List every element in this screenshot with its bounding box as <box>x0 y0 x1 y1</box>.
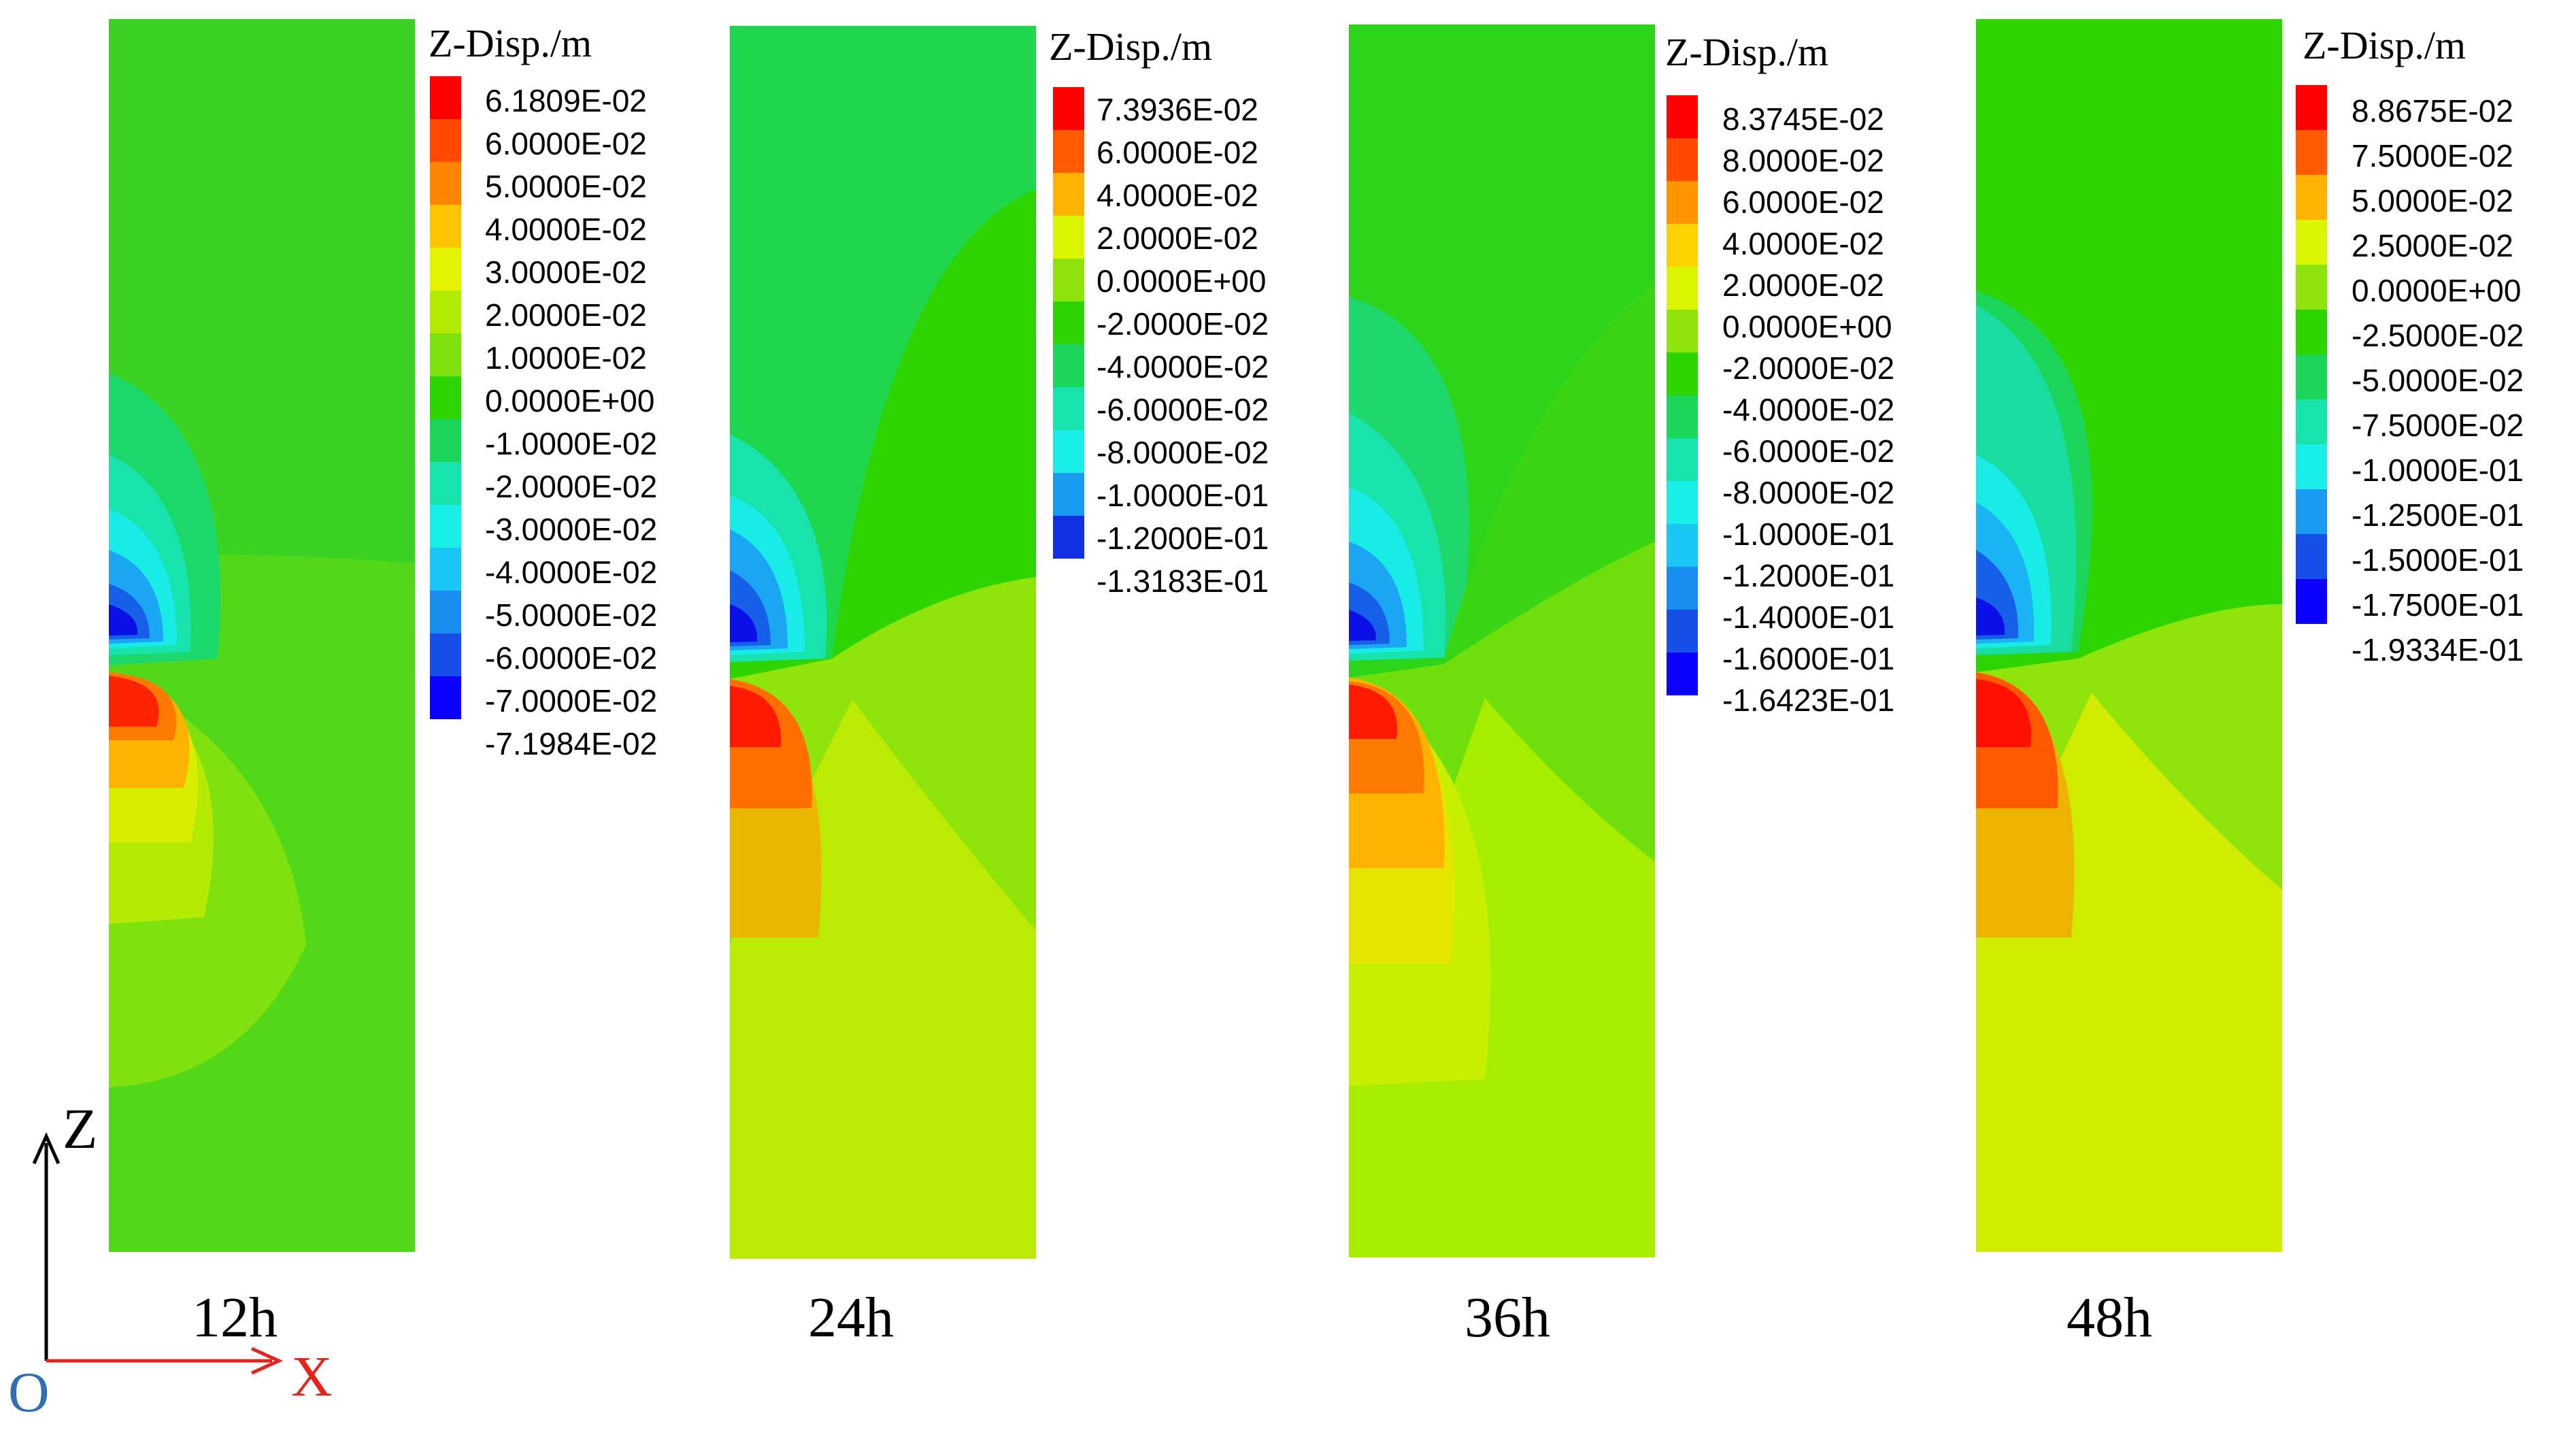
z-axis-label: Z <box>63 1098 98 1161</box>
contour-plot-36h <box>1349 24 1655 1257</box>
time-label: 12h <box>192 1286 278 1349</box>
axes-arrows <box>32 1132 284 1375</box>
legend-colorbar <box>2296 85 2327 624</box>
legend-value: -5.0000E-02 <box>2352 363 2524 398</box>
legend-value: 7.3936E-02 <box>1097 92 1258 127</box>
origin-label: O <box>8 1361 50 1424</box>
legend-value: -7.5000E-02 <box>2352 408 2524 443</box>
legend-value: 2.5000E-02 <box>2352 228 2513 263</box>
legend-value: -8.0000E-02 <box>1097 435 1269 470</box>
contour-plot-48h <box>1976 19 2282 1252</box>
legend-value: 2.0000E-02 <box>485 297 647 333</box>
legend-value: -2.0000E-02 <box>1097 306 1269 342</box>
time-label: 24h <box>808 1286 894 1349</box>
legend-value: 0.0000E+00 <box>485 383 655 418</box>
panel-24h: Z-Disp./m 7.3936E-02 6.0000E-02 4.0000E-… <box>619 0 1269 1432</box>
legend-value: -1.0000E-02 <box>485 426 658 461</box>
contour-plot-24h <box>730 26 1036 1259</box>
contour-plot-12h <box>109 19 415 1252</box>
legend-value: 8.0000E-02 <box>1722 143 1884 178</box>
legend-value: -5.0000E-02 <box>485 597 658 633</box>
legend-value: -4.0000E-02 <box>485 555 658 590</box>
legend-value: 6.1809E-02 <box>485 83 647 118</box>
legend-colorbar <box>1667 95 1698 695</box>
panel-48h: Z-Disp./m 8.8675E-02 7.5000E-02 5.0000E-… <box>1864 0 2524 1432</box>
legend-value: 2.0000E-02 <box>1722 267 1884 303</box>
legend-value: -1.0000E-01 <box>1722 516 1895 552</box>
legend-colorbar <box>1053 87 1084 559</box>
legend-value: 1.0000E-02 <box>485 340 647 376</box>
legend-value: -4.0000E-02 <box>1097 349 1269 384</box>
legend-value: -1.2000E-01 <box>1722 558 1895 593</box>
legend-value: 5.0000E-02 <box>2352 183 2513 218</box>
legend-value: -3.0000E-02 <box>485 512 658 547</box>
legend-value: -1.3183E-01 <box>1097 563 1269 599</box>
legend-value: 5.0000E-02 <box>485 169 647 204</box>
legend-title: Z-Disp./m <box>1665 30 1829 74</box>
coordinate-axes: Z X O <box>0 1089 354 1432</box>
legend-value: -2.0000E-02 <box>485 469 658 504</box>
legend-value: 6.0000E-02 <box>1722 184 1884 220</box>
legend-value: -1.0000E-01 <box>1097 478 1269 513</box>
legend-value: -2.0000E-02 <box>1722 350 1895 386</box>
panel-36h: Z-Disp./m 8.3745E-02 8.0000E-02 6.0000E-… <box>1238 0 1894 1432</box>
legend-value: -7.0000E-02 <box>485 683 658 719</box>
legend-value: -1.6000E-01 <box>1722 641 1895 676</box>
legend-value: -2.5000E-02 <box>2352 318 2524 353</box>
legend-value: -1.5000E-01 <box>2352 542 2524 578</box>
legend-value: -1.4000E-01 <box>1722 599 1895 635</box>
legend-value: -1.6423E-01 <box>1722 682 1895 718</box>
legend-value: -6.0000E-02 <box>1722 433 1895 469</box>
legend-value: -8.0000E-02 <box>1722 475 1895 510</box>
time-label: 36h <box>1465 1286 1550 1349</box>
legend-value: 0.0000E+00 <box>2352 273 2522 308</box>
legend-value: -1.0000E-01 <box>2352 452 2524 488</box>
legend-value: -6.0000E-02 <box>1097 392 1269 427</box>
panel-12h: Z-Disp./m 6.1809E-02 6.0000E-02 5.0000E-… <box>0 0 657 1432</box>
legend-title: Z-Disp./m <box>1049 24 1213 69</box>
time-label: 48h <box>2067 1286 2152 1349</box>
legend-value: 8.8675E-02 <box>2352 93 2513 129</box>
x-axis-label: X <box>291 1345 333 1408</box>
legend-title: Z-Disp./m <box>2303 23 2466 67</box>
legend-value: 3.0000E-02 <box>485 254 647 290</box>
legend-value: -1.7500E-01 <box>2352 587 2524 623</box>
legend-value: -7.1984E-02 <box>485 726 658 761</box>
legend-value: 4.0000E-02 <box>1722 226 1884 261</box>
legend-value: 4.0000E-02 <box>485 212 647 247</box>
legend-value: 0.0000E+00 <box>1722 309 1892 344</box>
legend-colorbar <box>430 76 461 719</box>
legend-value: -1.2500E-01 <box>2352 497 2524 533</box>
legend-value: 2.0000E-02 <box>1097 220 1258 256</box>
legend-value: 6.0000E-02 <box>485 126 647 161</box>
legend-value: 0.0000E+00 <box>1097 263 1267 299</box>
legend-value: -6.0000E-02 <box>485 640 658 676</box>
legend-title: Z-Disp./m <box>429 21 592 65</box>
legend-value: 8.3745E-02 <box>1722 101 1884 137</box>
legend-value: -1.9334E-01 <box>2352 632 2524 667</box>
legend-value: -4.0000E-02 <box>1722 392 1895 427</box>
legend-value: 6.0000E-02 <box>1097 135 1258 170</box>
legend-value: -1.2000E-01 <box>1097 521 1269 556</box>
legend-value: 4.0000E-02 <box>1097 178 1258 213</box>
legend-value: 7.5000E-02 <box>2352 138 2513 174</box>
